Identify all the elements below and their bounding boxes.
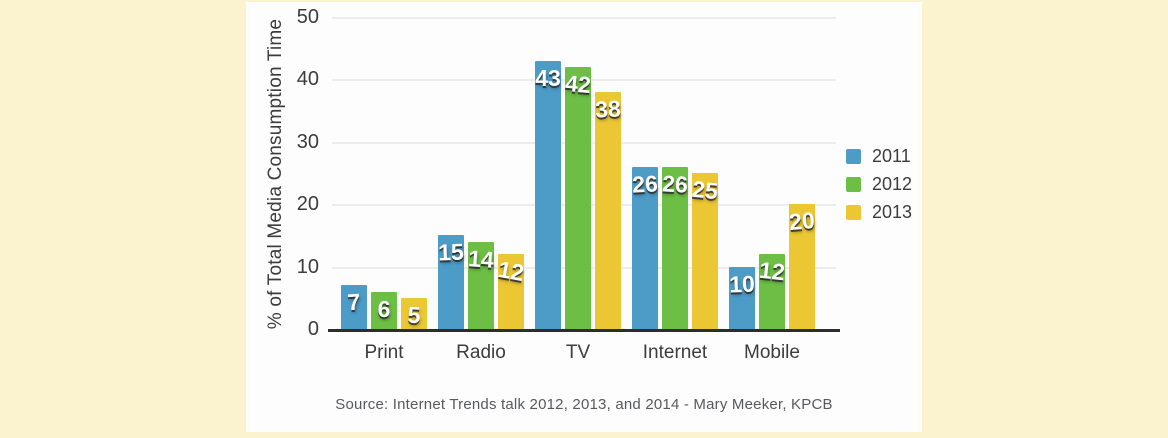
- legend-swatch-2012: [846, 177, 861, 192]
- bar-2013-internet: 25: [690, 173, 720, 329]
- bar-value-label: 20: [788, 207, 816, 236]
- bar-value-label: 10: [728, 270, 756, 298]
- legend-swatch-2011: [846, 149, 861, 164]
- bar-2013-print: 5: [401, 297, 427, 329]
- bar-2013-mobile: 20: [788, 204, 816, 329]
- bar-2011-mobile: 10: [728, 266, 756, 329]
- bar-value-label: 12: [496, 256, 526, 287]
- legend-item-2011: 2011: [846, 146, 912, 167]
- bar-2012-tv: 42: [564, 66, 592, 329]
- source-caption: Source: Internet Trends talk 2012, 2013,…: [335, 396, 833, 413]
- legend-label: 2012: [872, 174, 913, 194]
- bar-2011-tv: 43: [535, 60, 561, 329]
- x-category-label: Print: [364, 342, 404, 363]
- bar-2013-tv: 38: [594, 91, 622, 329]
- bar-2011-internet: 26: [631, 166, 659, 329]
- bar-2011-radio: 15: [438, 235, 464, 329]
- y-tick-label: 20: [296, 193, 319, 216]
- x-category-label: TV: [565, 342, 591, 363]
- bar-2012-mobile: 12: [757, 254, 787, 329]
- legend-label: 2011: [872, 146, 911, 166]
- bar-2012-print: 6: [371, 291, 397, 329]
- bar-2012-radio: 14: [467, 241, 495, 329]
- x-axis-line: [328, 329, 840, 332]
- bar-value-label: 26: [631, 170, 659, 198]
- legend-swatch-2013: [846, 205, 861, 220]
- gridline-50: [332, 17, 836, 19]
- x-category-label: Mobile: [744, 342, 800, 363]
- bar-group-internet: 26 26 25: [631, 17, 720, 329]
- y-axis-title: % of Total Media Consumption Time: [265, 18, 286, 330]
- bar-2013-radio: 12: [496, 254, 526, 329]
- bar-value-label: 5: [406, 301, 422, 329]
- bar-group-radio: 15 14 12: [438, 17, 526, 329]
- y-tick-label: 0: [307, 318, 319, 341]
- legend-item-2013: 2013: [846, 202, 912, 223]
- bar-value-label: 15: [437, 238, 465, 266]
- bar-value-label: 38: [594, 95, 622, 123]
- y-tick-label: 50: [296, 6, 319, 29]
- bar-2011-print: 7: [341, 285, 367, 329]
- y-tick-label: 10: [296, 255, 319, 278]
- chart-panel: % of Total Media Consumption Time 0 10 20 3…: [246, 2, 922, 432]
- legend: 2011 2012 2013: [846, 146, 912, 223]
- bar-group-tv: 43 42 38: [535, 17, 621, 329]
- bar-value-label: 42: [564, 69, 592, 98]
- plot-area: 0 10 20 30 40 50 7 6 5 Print 15 14 12 Radio 43 42 38 TV 26…: [297, 6, 840, 363]
- bar-value-label: 6: [377, 295, 391, 322]
- y-tick-label: 30: [296, 130, 319, 153]
- y-tick-label: 40: [296, 68, 319, 91]
- bar-value-label: 14: [467, 244, 495, 273]
- bar-value-label: 12: [757, 256, 787, 286]
- bar-group-mobile: 10 12 20: [728, 17, 816, 329]
- bar-value-label: 7: [346, 288, 362, 316]
- x-category-label: Internet: [642, 342, 708, 363]
- legend-item-2012: 2012: [846, 174, 912, 195]
- x-category-label: Radio: [456, 342, 506, 363]
- bar-value-label: 43: [535, 64, 561, 91]
- bar-value-label: 25: [690, 175, 720, 205]
- bar-value-label: 26: [661, 170, 689, 198]
- bar-2012-internet: 26: [661, 166, 689, 329]
- legend-label: 2013: [872, 202, 913, 222]
